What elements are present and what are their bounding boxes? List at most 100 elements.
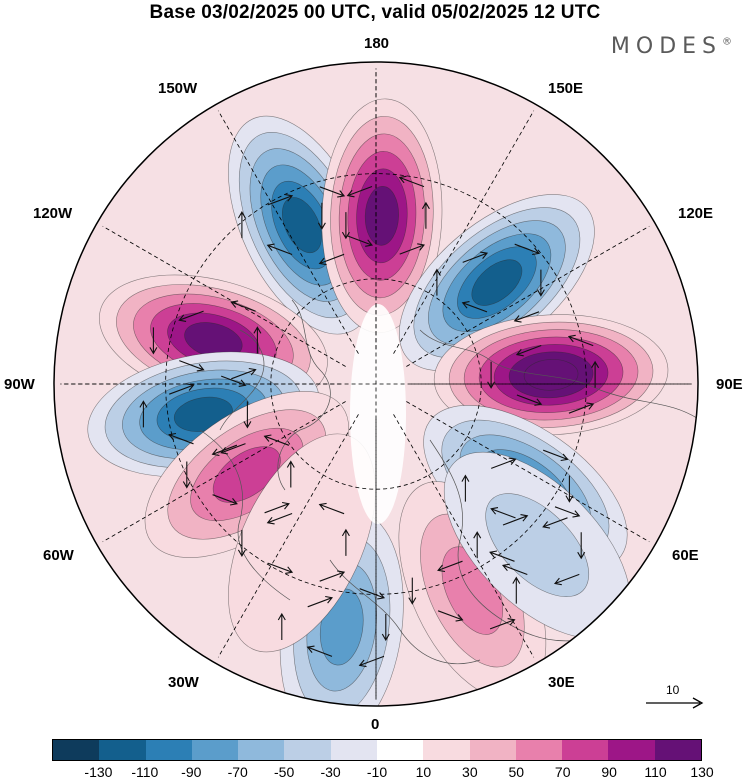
registered-mark: ® [722, 36, 732, 48]
streamline-arrow [220, 443, 246, 455]
latitude-circle [270, 278, 482, 490]
streamline-arrow [212, 494, 238, 506]
anomaly-contour [471, 259, 523, 306]
streamline-arrow [306, 645, 333, 657]
streamline-arrow [277, 612, 286, 640]
streamline-arrow [168, 432, 194, 445]
streamline-arrow [358, 655, 385, 668]
streamline-arrow [317, 202, 326, 230]
lon-label-120e: 120E [678, 205, 714, 222]
anomaly-field [87, 98, 669, 706]
lon-label-30w: 30W [168, 674, 199, 691]
colorbar-tick-label: 90 [601, 764, 617, 780]
map-border [53, 61, 699, 707]
streamline-arrow [149, 327, 158, 355]
streamline-arrow [237, 211, 246, 239]
streamline-arrow [543, 449, 569, 462]
streamline-arrow [178, 310, 204, 322]
colorbar-segment [562, 740, 609, 760]
streamline-arrow [359, 588, 386, 600]
streamline-arrow [501, 563, 528, 576]
streamline-arrow [341, 212, 350, 240]
coastline [277, 299, 331, 491]
streamline-arrow [437, 610, 464, 622]
meridian-line [217, 414, 359, 658]
colorbar-tick-label: -90 [181, 764, 202, 780]
streamline-arrow [211, 444, 238, 457]
streamline-arrow [398, 175, 425, 188]
colorbar-segment [99, 740, 146, 760]
graticule [60, 68, 692, 700]
meridian-line [393, 110, 535, 354]
meridian-line [406, 225, 650, 367]
streamline-arrow [487, 361, 496, 389]
streamline-arrow [542, 517, 568, 529]
colorbar-tick-label: -130 [84, 764, 113, 780]
coastline [419, 329, 698, 421]
streamline-arrow [462, 251, 489, 263]
streamline-arrow [318, 502, 345, 515]
lon-label-30e: 30E [548, 674, 575, 691]
streamline-arrow [408, 577, 417, 605]
map-disc [54, 62, 698, 706]
streamline-arrow [577, 532, 586, 560]
streamline-arrow [515, 344, 542, 357]
streamline-arrow [567, 334, 594, 347]
colorbar-tick-label: 50 [508, 764, 525, 780]
streamline-arrow [267, 194, 294, 206]
streamline-arrow [139, 400, 148, 428]
streamline-arrow [264, 501, 290, 514]
coastline [219, 329, 265, 431]
streamline-arrow [253, 326, 262, 354]
colorbar-segment [423, 740, 470, 760]
colorbar-segment [376, 740, 424, 760]
colorbar-tick-label: -50 [274, 764, 295, 780]
streamline-arrow [565, 475, 574, 503]
colorbar-tick-label: 70 [554, 764, 571, 780]
streamline-arrow [182, 461, 191, 489]
lon-label-180: 180 [364, 35, 390, 52]
streamline-arrow [554, 506, 581, 518]
coastline [329, 559, 481, 664]
colorbar-segment [654, 740, 701, 760]
streamline-arrow [319, 570, 346, 582]
streamline-arrow [231, 367, 257, 380]
anomaly-contour [212, 446, 281, 503]
streamline-arrow [489, 618, 516, 630]
streamline-arrow [221, 375, 247, 387]
streamline-arrow [461, 301, 488, 313]
streamline-arrow [266, 512, 293, 525]
colorbar-segment [284, 740, 331, 760]
streamline-arrow [381, 614, 390, 642]
streamline-arrow [346, 185, 373, 198]
streamline-arrow [179, 360, 205, 372]
colorbar-segment [330, 740, 377, 760]
colorbar-tick-label: -70 [227, 764, 248, 780]
streamline-arrow [568, 402, 595, 414]
streamlines [139, 175, 600, 668]
streamline-arrow [512, 576, 521, 604]
colorbar-segment [608, 740, 655, 760]
lon-label-0: 0 [371, 716, 380, 733]
colorbar [52, 739, 702, 761]
streamline-arrow [513, 311, 540, 323]
lon-label-90e: 90E [716, 376, 743, 393]
colorbar-segment [515, 740, 563, 760]
lon-label-150e: 150E [548, 80, 584, 97]
streamline-arrow [421, 201, 430, 229]
polar-neutral-zone [350, 304, 406, 524]
brand-text: MODES [610, 34, 722, 59]
meridian-line [102, 401, 346, 543]
map-title: Base 03/02/2025 00 UTC, valid 05/02/2025… [149, 2, 601, 23]
streamline-arrow [307, 595, 334, 608]
streamline-arrow [267, 562, 294, 574]
vector-scale-arrow [646, 697, 704, 709]
colorbar-ticks: -130 -110 -90 -70 -50 -30 -10 10 30 50 70 90 110 130 [52, 764, 713, 782]
streamline-arrow [243, 401, 252, 429]
streamline-arrow [491, 457, 517, 469]
streamline-arrow [490, 507, 516, 519]
streamline-arrow [237, 529, 246, 557]
colorbar-segment [191, 740, 239, 760]
streamline-arrow [263, 434, 290, 446]
streamline-arrow [319, 186, 346, 198]
